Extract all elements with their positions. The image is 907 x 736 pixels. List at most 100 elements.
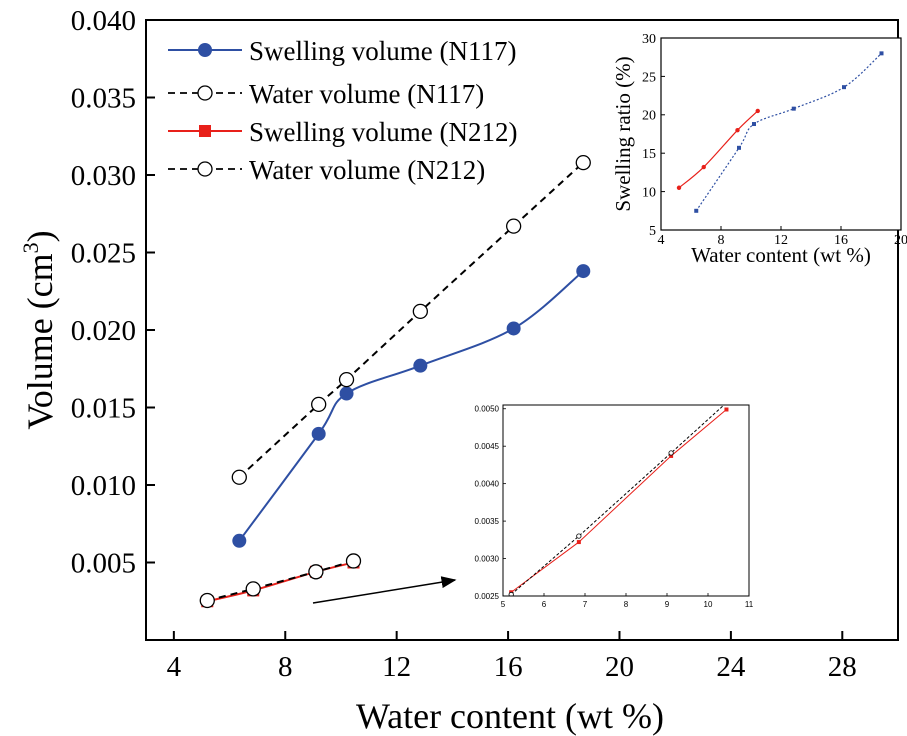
inset1-data-point (755, 108, 760, 114)
main-y-axis-label: Volume (cm3) (18, 230, 60, 429)
inset1-x-axis-label: Water content (wt %) (691, 243, 871, 267)
inset1-y-tick-label: 30 (642, 32, 656, 47)
inset2-series-line-0 (510, 409, 727, 593)
inset2-x-tick-label: 11 (745, 600, 754, 609)
main-y-axis: 0.005 0.010 0.015 0.020 0.025 0.030 0.035 0.040 (71, 5, 155, 580)
main-series-line-1 (238, 161, 584, 478)
inset1-y-tick-label: 5 (649, 224, 656, 239)
zoom-arrow (312, 576, 457, 604)
inset1-series-line-1 (695, 52, 882, 212)
inset2-data-point (725, 405, 728, 406)
inset1-x-tick-label: 8 (718, 233, 725, 248)
main-y-tick-label: 0.040 (71, 5, 136, 37)
inset2-background (503, 405, 749, 596)
main-series-line-0 (238, 270, 584, 542)
main-data-point (576, 264, 591, 279)
main-y-tick-label: 0.025 (71, 238, 136, 270)
inset1-data-point (791, 106, 796, 111)
main-x-tick-label: 4 (167, 651, 182, 683)
inset-swelling-ratio-plot: 4 8 12 16 20 5 10 15 20 25 30 Water content (wt %… (611, 32, 907, 267)
inset1-data-point (752, 122, 756, 127)
main-data-point (575, 154, 591, 171)
legend-marker-swelling-n117 (198, 43, 212, 57)
inset2-y-tick-label: 0.0050 (475, 405, 500, 414)
main-data-point (231, 469, 247, 485)
legend-entry: Water volume (N212) (168, 155, 485, 185)
main-data-point (232, 533, 247, 548)
main-y-tick-label: 0.030 (71, 160, 136, 192)
inset2-series-line-1 (510, 405, 725, 595)
inset2-x-tick-label: 10 (704, 600, 713, 609)
main-data-point (245, 581, 261, 597)
inset1-data-point (737, 145, 741, 150)
inset2-series-group (508, 405, 729, 596)
main-y-tick-label: 0.010 (71, 470, 136, 502)
legend-label-swelling-n117: Swelling volume (N117) (249, 36, 516, 66)
inset2-x-tick-label: 8 (624, 600, 629, 609)
main-data-point (339, 386, 354, 401)
main-data-point (506, 321, 521, 336)
main-x-tick-label: 12 (382, 651, 411, 683)
main-x-axis: 4 8 12 16 20 24 28 (167, 631, 857, 683)
legend-entry: Water volume (N117) (168, 79, 484, 109)
inset1-x-tick-label: 12 (774, 233, 788, 248)
main-x-tick-label: 20 (605, 651, 634, 683)
main-data-point (413, 358, 428, 373)
main-data-point (505, 218, 522, 234)
inset1-y-axis-label: Swelling ratio (%) (611, 56, 635, 211)
inset1-data-point (676, 185, 682, 190)
inset1-data-point (842, 85, 846, 90)
inset2-x-tick-label: 5 (501, 600, 506, 609)
inset2-y-tick-label: 0.0040 (475, 479, 500, 488)
inset2-y-tick-label: 0.0035 (475, 517, 500, 526)
main-y-axis-label-text: Volume (cm (20, 253, 60, 429)
legend-marker-swelling-n212 (199, 125, 211, 137)
inset1-x-tick-label: 4 (658, 233, 665, 248)
inset2-x-tick-label: 7 (583, 600, 588, 609)
main-data-point (199, 592, 215, 609)
inset2-data-point (508, 591, 514, 596)
main-x-tick-label: 8 (278, 651, 293, 683)
inset1-y-tick-label: 25 (642, 70, 656, 85)
legend-marker-water-n117 (197, 85, 213, 101)
inset2-x-tick-label: 6 (542, 600, 547, 609)
inset2-y-tick-label: 0.0025 (475, 592, 500, 601)
inset1-data-point (735, 127, 740, 133)
main-y-tick-label: 0.035 (71, 83, 136, 115)
main-y-tick-label: 0.005 (71, 548, 136, 580)
inset1-background (661, 38, 901, 230)
main-y-tick-label: 0.020 (71, 315, 136, 347)
inset1-y-tick-label: 20 (642, 109, 656, 124)
main-y-tick-label: 0.015 (71, 393, 136, 425)
inset2-y-tick-label: 0.0045 (475, 442, 500, 451)
inset1-y-axis: 5 10 15 20 25 30 (642, 32, 665, 239)
inset1-series-line-0 (678, 110, 759, 189)
main-data-point (338, 371, 355, 388)
inset1-series-group (676, 51, 884, 213)
main-x-tick-label: 28 (828, 651, 857, 683)
inset2-y-tick-label: 0.0030 (475, 554, 500, 563)
legend-entry: Swelling volume (N117) (168, 36, 516, 66)
main-series-group (199, 154, 591, 609)
inset2-x-tick-label: 9 (665, 600, 670, 609)
main-data-point (345, 553, 362, 569)
inset2-data-point (669, 453, 674, 458)
main-data-point (308, 564, 324, 580)
main-y-axis-label-close: ) (20, 230, 60, 242)
inset2-data-point (668, 450, 674, 456)
legend: Swelling volume (N117) Water volume (N11… (168, 36, 517, 185)
inset1-y-tick-label: 15 (642, 147, 656, 162)
legend-label-swelling-n212: Swelling volume (N212) (249, 117, 517, 147)
main-data-point (311, 426, 326, 441)
main-x-tick-label: 24 (716, 651, 746, 683)
inset-zoom-plot: 5 6 7 8 9 10 11 0.0025 0.0030 0.0035 0.0040 0.0045… (475, 404, 754, 609)
main-x-tick-label: 16 (494, 651, 523, 683)
inset1-data-point (694, 208, 699, 213)
main-y-axis-label-sup: 3 (18, 242, 43, 253)
inset1-data-point (701, 164, 706, 170)
inset2-data-point (724, 407, 729, 412)
inset1-x-tick-label: 20 (894, 233, 907, 248)
inset1-x-axis: 4 8 12 16 20 (658, 226, 907, 248)
legend-entry: Swelling volume (N212) (168, 117, 517, 147)
